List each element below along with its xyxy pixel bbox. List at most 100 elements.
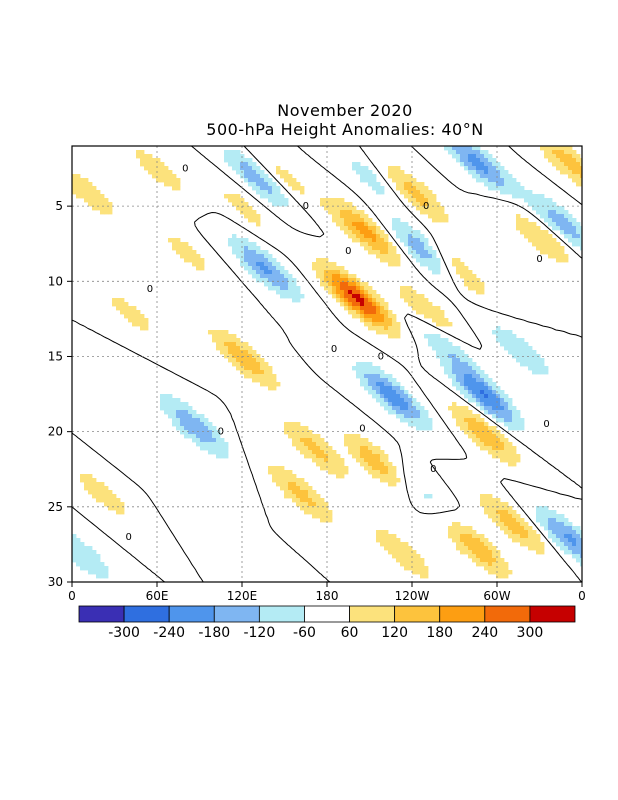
- field-cell: [564, 150, 569, 155]
- field-cell: [424, 310, 429, 315]
- field-cell: [248, 374, 253, 379]
- field-cell: [416, 426, 421, 431]
- field-cell: [336, 466, 341, 471]
- field-cell: [344, 298, 349, 303]
- field-cell: [396, 382, 401, 387]
- field-cell: [420, 306, 425, 311]
- field-cell: [552, 218, 557, 223]
- field-cell: [228, 346, 233, 351]
- field-cell: [256, 182, 261, 187]
- field-cell: [240, 262, 245, 267]
- field-cell: [580, 554, 582, 559]
- field-cell: [468, 426, 473, 431]
- field-cell: [488, 170, 493, 175]
- field-cell: [320, 278, 325, 283]
- field-cell: [352, 314, 357, 319]
- field-cell: [572, 230, 577, 235]
- field-cell: [552, 154, 557, 159]
- field-cell: [96, 490, 101, 495]
- field-cell: [336, 290, 341, 295]
- field-cell: [436, 318, 441, 323]
- field-cell: [96, 554, 101, 559]
- field-cell: [328, 270, 333, 275]
- field-cell: [512, 346, 517, 351]
- field-cell: [460, 266, 465, 271]
- field-cell: [344, 306, 349, 311]
- field-cell: [168, 398, 173, 403]
- field-cell: [80, 542, 85, 547]
- field-cell: [148, 170, 153, 175]
- field-cell: [312, 266, 317, 271]
- field-cell: [480, 170, 485, 175]
- field-cell: [580, 242, 582, 247]
- field-cell: [304, 490, 309, 495]
- colorbar-swatch: [484, 605, 531, 623]
- field-cell: [368, 466, 373, 471]
- field-cell: [508, 406, 513, 411]
- field-cell: [568, 522, 573, 527]
- field-cell: [304, 434, 309, 439]
- field-cell: [548, 518, 553, 523]
- field-cell: [388, 482, 393, 487]
- field-cell: [568, 154, 573, 159]
- y-tick-label: 20: [48, 425, 63, 439]
- field-cell: [92, 478, 97, 483]
- field-cell: [460, 542, 465, 547]
- field-cell: [468, 526, 473, 531]
- field-cell: [352, 434, 357, 439]
- field-cell: [504, 330, 509, 335]
- field-cell: [332, 450, 337, 455]
- field-cell: [392, 222, 397, 227]
- field-cell: [384, 546, 389, 551]
- field-cell: [372, 310, 377, 315]
- field-cell: [512, 418, 517, 423]
- field-cell: [84, 566, 89, 571]
- field-cell: [368, 294, 373, 299]
- field-cell: [248, 250, 253, 255]
- field-cell: [172, 242, 177, 247]
- field-cell: [480, 430, 485, 435]
- field-cell: [388, 314, 393, 319]
- field-cell: [340, 466, 345, 471]
- field-cell: [400, 186, 405, 191]
- field-cell: [92, 562, 97, 567]
- field-cell: [276, 194, 281, 199]
- field-cell: [392, 402, 397, 407]
- field-cell: [400, 182, 405, 187]
- field-cell: [420, 258, 425, 263]
- field-cell: [404, 174, 409, 179]
- field-cell: [348, 294, 353, 299]
- field-cell: [392, 178, 397, 183]
- field-cell: [520, 190, 525, 195]
- field-cell: [548, 154, 553, 159]
- field-cell: [460, 410, 465, 415]
- field-cell: [484, 438, 489, 443]
- field-cell: [76, 538, 81, 543]
- field-cell: [532, 226, 537, 231]
- field-cell: [184, 426, 189, 431]
- field-cell: [332, 470, 337, 475]
- field-cell: [352, 442, 357, 447]
- field-cell: [484, 158, 489, 163]
- y-tick-label: 15: [48, 349, 63, 363]
- field-cell: [280, 282, 285, 287]
- field-cell: [372, 466, 377, 471]
- field-cell: [188, 422, 193, 427]
- field-cell: [504, 502, 509, 507]
- field-cell: [488, 166, 493, 171]
- field-cell: [564, 146, 569, 151]
- field-cell: [496, 566, 501, 571]
- field-cell: [388, 262, 393, 267]
- field-cell: [408, 414, 413, 419]
- field-cell: [380, 326, 385, 331]
- field-cell: [344, 286, 349, 291]
- field-cell: [256, 174, 261, 179]
- field-cell: [240, 346, 245, 351]
- field-cell: [532, 350, 537, 355]
- field-cell: [324, 510, 329, 515]
- field-cell: [532, 534, 537, 539]
- field-cell: [580, 230, 582, 235]
- field-cell: [452, 358, 457, 363]
- field-cell: [540, 230, 545, 235]
- field-cell: [228, 162, 233, 167]
